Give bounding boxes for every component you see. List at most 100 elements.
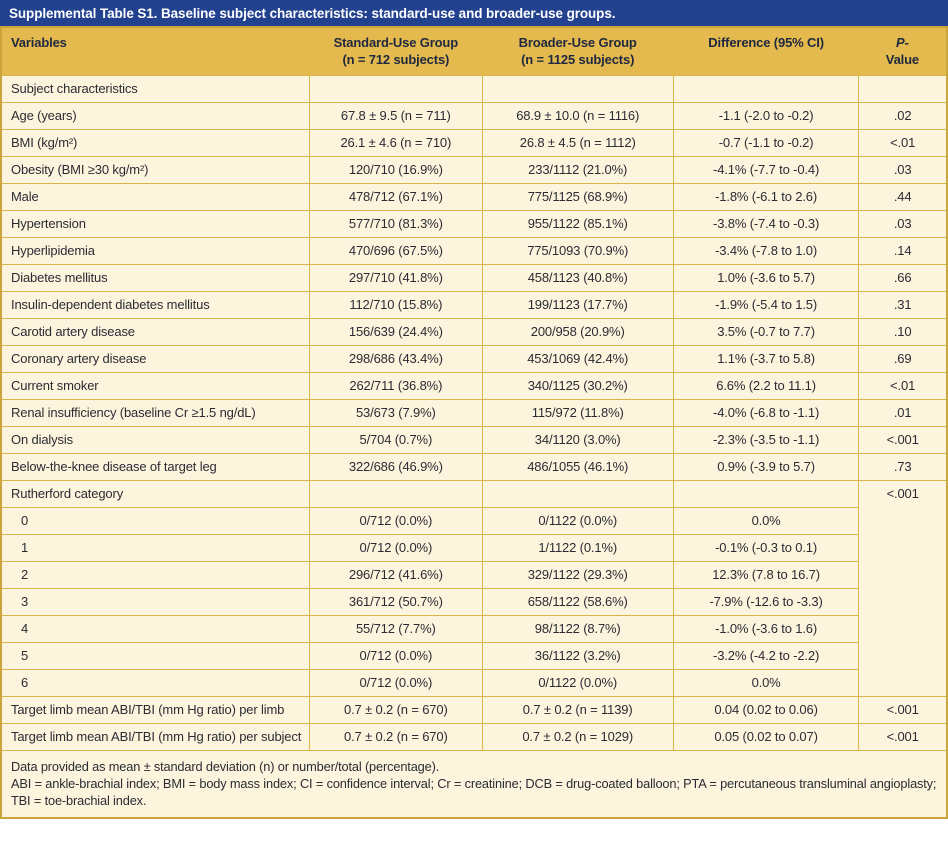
standard-group-value: 577/710 (81.3%) [309, 210, 483, 238]
row-label: Obesity (BMI ≥30 kg/m²) [0, 156, 311, 184]
difference-value: -0.7 (-1.1 to -0.2) [672, 129, 860, 157]
standard-group-value [309, 480, 483, 508]
p-value: <.001 [858, 426, 948, 454]
row-label: Age (years) [0, 102, 311, 130]
broader-group-value: 329/1122 (29.3%) [481, 561, 674, 589]
p-value: <.001 [858, 480, 948, 697]
broader-group-value: 98/1122 (8.7%) [481, 615, 674, 643]
header-p-value: P- Value [858, 27, 947, 76]
standard-group-value: 298/686 (43.4%) [309, 345, 483, 373]
row-label: Current smoker [0, 372, 311, 400]
broader-group-value [481, 480, 674, 508]
broader-group-value: 0.7 ± 0.2 (n = 1029) [481, 723, 674, 751]
p-value: .01 [858, 399, 948, 427]
table-row: On dialysis 5/704 (0.7%) 34/1120 (3.0%) -2.… [0, 426, 948, 454]
difference-value: -7.9% (-12.6 to -3.3) [672, 588, 860, 616]
p-value: .73 [858, 453, 948, 481]
difference-value: 0.9% (-3.9 to 5.7) [672, 453, 860, 481]
table-row: Male 478/712 (67.1%) 775/1125 (68.9%) -1.8%… [0, 183, 948, 211]
p-value: .03 [858, 210, 948, 238]
standard-group-value: 55/712 (7.7%) [309, 615, 483, 643]
standard-group-value: 112/710 (15.8%) [309, 291, 483, 319]
broader-group-value: 233/1112 (21.0%) [481, 156, 674, 184]
header-standard-line2: (n = 712 subjects) [342, 52, 450, 67]
table-row: Renal insufficiency (baseline Cr ≥1.5 ng… [0, 399, 948, 427]
table-row: Diabetes mellitus 297/710 (41.8%) 458/1123… [0, 264, 948, 292]
header-variables: Variables [1, 27, 310, 76]
header-variables-label: Variables [11, 35, 67, 50]
table-row: 3 361/712 (50.7%) 658/1122 (58.6%) -7.9% (-… [0, 588, 947, 616]
difference-value: 0.04 (0.02 to 0.06) [672, 696, 860, 724]
baseline-characteristics-table: Variables Standard-Use Group (n = 712 su… [0, 26, 948, 819]
standard-group-value: 120/710 (16.9%) [309, 156, 483, 184]
header-broader-line2: (n = 1125 subjects) [521, 52, 635, 67]
table-row: Hypertension 577/710 (81.3%) 955/1122 (85.… [0, 210, 948, 238]
p-value: .03 [858, 156, 948, 184]
difference-value: 0.05 (0.02 to 0.07) [672, 723, 860, 751]
p-value: .69 [858, 345, 948, 373]
p-value: .66 [858, 264, 948, 292]
table-row: Hyperlipidemia 470/696 (67.5%) 775/1093 (7… [0, 237, 948, 265]
standard-group-value: 0/712 (0.0%) [309, 642, 483, 670]
table-row: Carotid artery disease 156/639 (24.4%) 200… [0, 318, 948, 346]
row-label: Subject characteristics [0, 75, 311, 103]
difference-value: 0.0% [672, 507, 860, 535]
table-row: Obesity (BMI ≥30 kg/m²) 120/710 (16.9%) 23… [0, 156, 948, 184]
table-row: Rutherford category <.001 [0, 480, 948, 697]
row-label: 4 [0, 615, 311, 643]
standard-group-value: 67.8 ± 9.5 (n = 711) [309, 102, 483, 130]
broader-group-value: 340/1125 (30.2%) [481, 372, 674, 400]
difference-value: -3.8% (-7.4 to -0.3) [672, 210, 860, 238]
row-label: Male [0, 183, 311, 211]
difference-value: 1.0% (-3.6 to 5.7) [672, 264, 860, 292]
broader-group-value: 0/1122 (0.0%) [481, 507, 674, 535]
table-row: 4 55/712 (7.7%) 98/1122 (8.7%) -1.0% (-3.6 … [0, 615, 947, 643]
broader-group-value: 0/1122 (0.0%) [481, 669, 674, 697]
header-broader-line1: Broader-Use Group [518, 35, 637, 50]
difference-value [672, 75, 860, 103]
difference-value: -3.4% (-7.8 to 1.0) [672, 237, 860, 265]
row-label: Carotid artery disease [0, 318, 311, 346]
broader-group-value: 458/1123 (40.8%) [481, 264, 674, 292]
p-value: .31 [858, 291, 948, 319]
standard-group-value: 322/686 (46.9%) [309, 453, 483, 481]
header-broader-group: Broader-Use Group (n = 1125 subjects) [482, 27, 674, 76]
table-row: Current smoker 262/711 (36.8%) 340/1125 (3… [0, 372, 948, 400]
broader-group-value: 115/972 (11.8%) [481, 399, 674, 427]
table-footer: Data provided as mean ± standard deviati… [0, 750, 948, 819]
row-label: Target limb mean ABI/TBI (mm Hg ratio) p… [0, 696, 311, 724]
p-value: <.01 [858, 129, 948, 157]
difference-value: -1.0% (-3.6 to 1.6) [672, 615, 860, 643]
difference-value: 3.5% (-0.7 to 7.7) [672, 318, 860, 346]
p-value [858, 75, 948, 103]
table-row: 2 296/712 (41.6%) 329/1122 (29.3%) 12.3% (7… [0, 561, 947, 589]
table-row: Insulin-dependent diabetes mellitus 112/7… [0, 291, 948, 319]
row-label: 6 [0, 669, 311, 697]
difference-value: -4.1% (-7.7 to -0.4) [672, 156, 860, 184]
table-row: 6 0/712 (0.0%) 0/1122 (0.0%) 0.0% [0, 669, 947, 697]
row-label: 2 [0, 561, 311, 589]
table-row: Below-the-knee disease of target leg 322/… [0, 453, 948, 481]
p-value: .14 [858, 237, 948, 265]
standard-group-value: 478/712 (67.1%) [309, 183, 483, 211]
header-p-italic: P- [896, 35, 909, 50]
standard-group-value: 156/639 (24.4%) [309, 318, 483, 346]
standard-group-value: 0.7 ± 0.2 (n = 670) [309, 723, 483, 751]
difference-value: -1.8% (-6.1 to 2.6) [672, 183, 860, 211]
header-p-line1: P- [865, 34, 940, 51]
standard-group-value: 297/710 (41.8%) [309, 264, 483, 292]
row-label: On dialysis [0, 426, 311, 454]
broader-group-value: 0.7 ± 0.2 (n = 1139) [481, 696, 674, 724]
row-label: 1 [0, 534, 311, 562]
footnote-cell: Data provided as mean ± standard deviati… [0, 750, 948, 819]
table-row: Age (years) 67.8 ± 9.5 (n = 711) 68.9 ± 10… [0, 102, 948, 130]
row-label: Insulin-dependent diabetes mellitus [0, 291, 311, 319]
row-label: Hypertension [0, 210, 311, 238]
standard-group-value: 361/712 (50.7%) [309, 588, 483, 616]
difference-value: 1.1% (-3.7 to 5.8) [672, 345, 860, 373]
standard-group-value: 5/704 (0.7%) [309, 426, 483, 454]
row-label: Renal insufficiency (baseline Cr ≥1.5 ng… [0, 399, 311, 427]
difference-value: -4.0% (-6.8 to -1.1) [672, 399, 860, 427]
p-value: <.001 [858, 723, 948, 751]
table-row: BMI (kg/m²) 26.1 ± 4.6 (n = 710) 26.8 ± 4.… [0, 129, 948, 157]
